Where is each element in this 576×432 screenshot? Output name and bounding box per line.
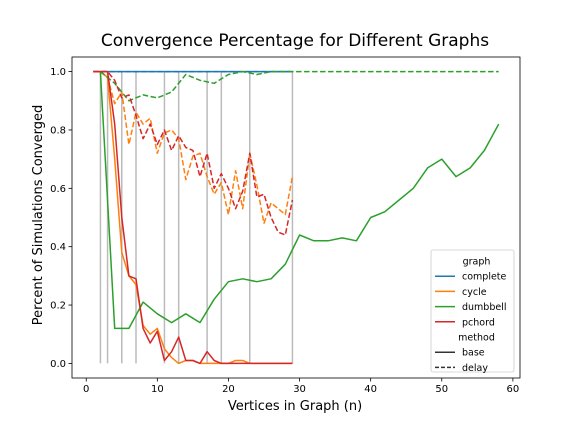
x-tick-label: 10 [151, 384, 164, 395]
axis-ticks: 0 10 20 30 40 50 60 0.0 0.2 0.4 0.6 0.8 1.0 [50, 67, 519, 395]
x-tick-label: 20 [222, 384, 235, 395]
legend-entry-complete: complete [462, 272, 507, 283]
legend-entry-pchord: pchord [462, 317, 495, 328]
series-line-dumbbell-delay [99, 70, 499, 102]
legend-heading-method: method [458, 333, 495, 344]
y-tick-label: 0.6 [50, 184, 66, 195]
x-tick-label: 30 [293, 384, 306, 395]
x-axis-title: Vertices in Graph (n) [228, 399, 362, 414]
legend-entry-dumbbell: dumbbell [462, 302, 507, 313]
axes-frame [71, 56, 521, 379]
y-tick-label: 0.0 [50, 359, 66, 370]
legend-box [430, 249, 515, 373]
y-tick-label: 0.2 [50, 301, 66, 312]
x-tick-label: 50 [435, 384, 448, 395]
legend-entry-cycle: cycle [462, 287, 487, 298]
y-tick-label: 0.4 [50, 242, 66, 253]
x-tick-label: 40 [364, 384, 377, 395]
y-tick-label: 0.8 [50, 125, 66, 136]
series-line-pchord-base [93, 70, 293, 365]
plot-area [93, 70, 500, 365]
legend-heading-graph: graph [463, 257, 491, 268]
chart-title: Convergence Percentage for Different Gra… [101, 31, 489, 51]
y-tick-label: 1.0 [50, 67, 66, 78]
legend: graph complete cycle dumbbell pchord method ba… [430, 249, 515, 374]
series-line-cycle-delay [93, 70, 294, 225]
legend-entry-base: base [462, 348, 485, 359]
series-line-dumbbell-base [99, 71, 500, 330]
y-axis-title: Percent of Simulations Converged [31, 105, 46, 325]
series-line-pchord-delay [93, 70, 294, 236]
x-tick-label: 60 [507, 384, 520, 395]
x-tick-label: 0 [83, 384, 89, 395]
legend-entry-delay: delay [462, 363, 488, 374]
